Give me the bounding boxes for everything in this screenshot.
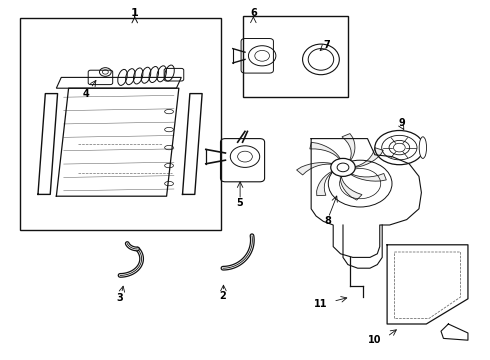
Polygon shape (355, 148, 383, 167)
Text: 11: 11 (314, 299, 328, 309)
Polygon shape (342, 134, 355, 160)
Polygon shape (310, 142, 340, 159)
Ellipse shape (419, 137, 426, 158)
Bar (20, 18, 220, 230)
Text: 3: 3 (117, 293, 123, 303)
Polygon shape (317, 171, 333, 195)
Polygon shape (340, 176, 362, 200)
Circle shape (331, 158, 355, 176)
Text: 6: 6 (250, 8, 257, 18)
Polygon shape (56, 77, 181, 88)
Text: 7: 7 (323, 40, 330, 50)
Circle shape (337, 163, 349, 172)
Text: 1: 1 (131, 8, 139, 18)
Polygon shape (351, 174, 386, 181)
Text: 4: 4 (82, 89, 89, 99)
Text: 2: 2 (220, 291, 226, 301)
Text: 9: 9 (398, 118, 405, 128)
Bar (243, 16, 348, 97)
Text: 10: 10 (368, 335, 382, 345)
Polygon shape (296, 163, 332, 175)
Text: 8: 8 (325, 216, 332, 226)
Text: 5: 5 (237, 198, 244, 208)
